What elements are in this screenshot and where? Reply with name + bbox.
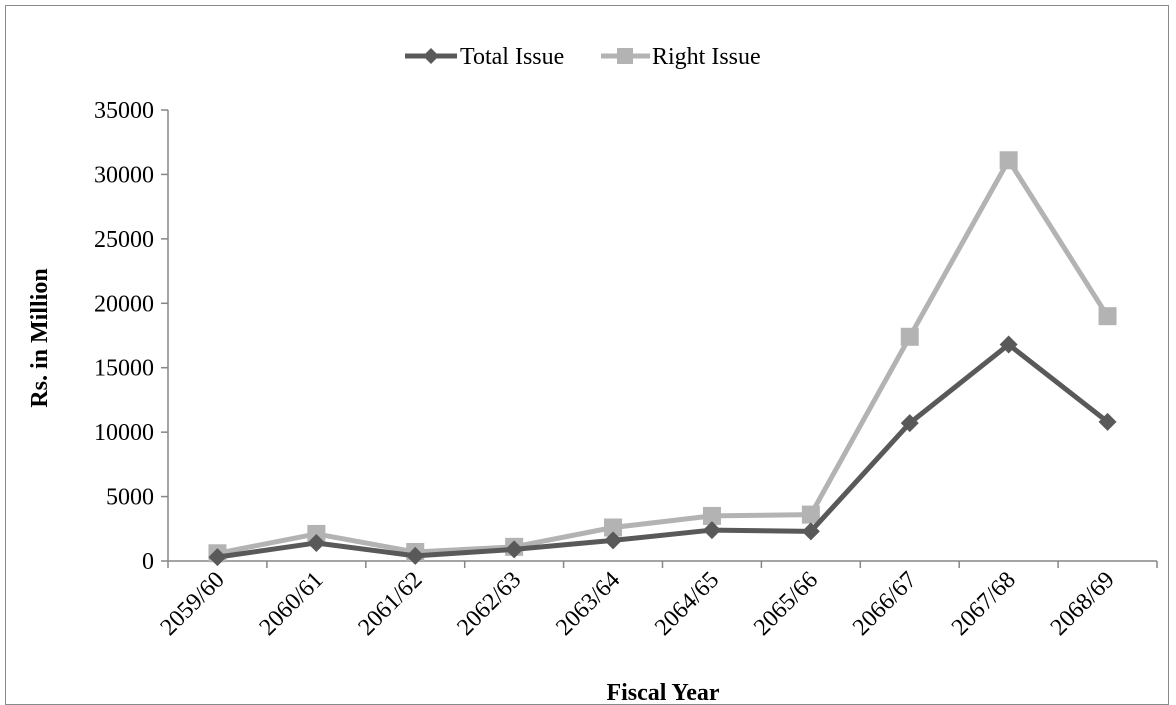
data-point-right-issue — [307, 524, 326, 543]
data-point-right-issue — [900, 327, 919, 346]
data-point-right-issue — [801, 505, 820, 524]
legend: Total Issue Right Issue — [405, 44, 761, 70]
y-tick-label: 5000 — [106, 485, 154, 511]
x-tick-label: 2067/68 — [947, 567, 1021, 641]
y-tick-label: 15000 — [94, 356, 154, 382]
x-tick-label: 2063/64 — [551, 567, 625, 641]
y-tick-label: 20000 — [94, 291, 154, 317]
x-axis-title: Fiscal Year — [606, 680, 719, 704]
legend-marker-right-issue — [617, 48, 633, 64]
legend-label-total-issue: Total Issue — [460, 44, 564, 70]
legend-marker-total-issue — [423, 48, 439, 64]
legend-label-right-issue: Right Issue — [652, 44, 761, 70]
data-point-total-issue — [307, 533, 326, 552]
series-group — [208, 151, 1117, 567]
series-line-right-issue — [216, 157, 1110, 556]
y-tick-label: 10000 — [94, 420, 154, 446]
y-tick-label: 25000 — [94, 227, 154, 253]
x-tick-label: 2066/67 — [848, 567, 922, 641]
x-tick-label: 2062/63 — [452, 567, 526, 641]
axes — [161, 109, 1158, 568]
data-point-total-issue — [900, 414, 919, 433]
y-tick-label: 30000 — [94, 162, 154, 188]
data-point-total-issue — [406, 546, 425, 565]
y-axis-title: Rs. in Million — [27, 268, 53, 407]
tick-labels: 0 5000 10000 15000 20000 25000 30000 35000 2059/… — [94, 98, 1120, 641]
y-tick-label: 35000 — [94, 98, 154, 124]
data-point-right-issue — [604, 518, 623, 537]
data-point-right-issue — [999, 151, 1018, 170]
x-tick-label: 2061/62 — [353, 567, 427, 641]
data-point-right-issue — [1098, 307, 1117, 326]
chart-frame — [5, 5, 1169, 705]
data-point-total-issue — [702, 521, 721, 540]
data-point-total-issue — [208, 548, 227, 567]
y-tick-label: 0 — [142, 549, 154, 575]
x-tick-label: 2060/61 — [255, 567, 329, 641]
x-tick-label: 2064/65 — [650, 567, 724, 641]
x-tick-label: 2065/66 — [749, 567, 823, 641]
series-line-total-issue — [217, 342, 1110, 560]
data-point-total-issue — [505, 540, 524, 559]
data-point-total-issue — [999, 335, 1018, 354]
x-tick-label: 2059/60 — [156, 567, 230, 641]
x-tick-label: 2068/69 — [1046, 567, 1120, 641]
data-point-total-issue — [1098, 412, 1117, 431]
data-point-total-issue — [801, 522, 820, 541]
data-point-right-issue — [702, 506, 721, 525]
data-point-total-issue — [604, 531, 623, 550]
